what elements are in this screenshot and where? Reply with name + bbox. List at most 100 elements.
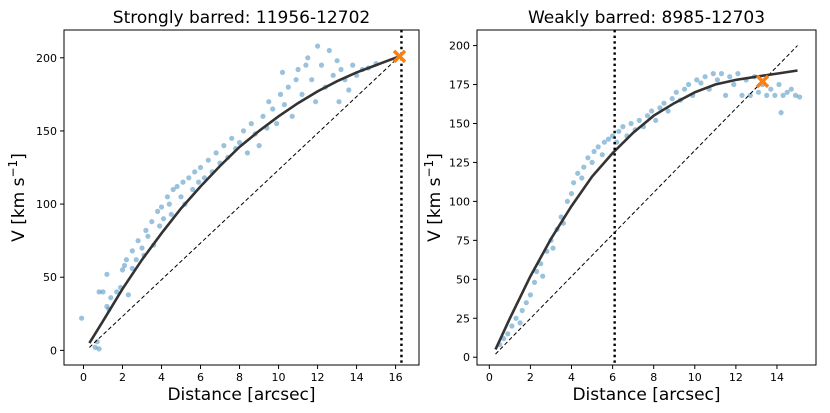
x-tick-label: 12 — [311, 371, 325, 384]
data-point — [694, 77, 700, 83]
data-point — [568, 191, 575, 197]
x-tick-label: 14 — [350, 371, 364, 384]
y-axis-label-main: V [km s — [425, 177, 445, 241]
data-point — [96, 346, 102, 352]
data-point — [768, 86, 774, 92]
reference-line — [89, 55, 400, 348]
data-point — [350, 62, 356, 68]
data-point — [636, 117, 642, 123]
data-point — [644, 113, 651, 119]
data-point — [149, 219, 155, 225]
data-point — [133, 257, 139, 263]
data-point — [293, 77, 299, 83]
marker-stroke — [392, 49, 407, 64]
y-tick-label: 75 — [456, 234, 470, 247]
data-point — [139, 245, 145, 251]
data-point — [180, 179, 186, 185]
x-tick-label: 10 — [272, 371, 286, 384]
data-point — [581, 164, 587, 170]
data-point — [519, 307, 525, 314]
x-tick-label: 8 — [236, 371, 243, 384]
x-axis-label: Distance [arcsec] — [572, 385, 720, 405]
y-tick-label: 0 — [50, 344, 57, 357]
data-point — [534, 268, 540, 275]
data-point — [792, 92, 799, 98]
chart-title: Weakly barred: 8985-12703 — [528, 8, 765, 28]
x-tick-label: 14 — [770, 371, 784, 384]
fit-curve — [494, 69, 798, 350]
data-point — [104, 303, 110, 310]
data-point — [523, 300, 529, 306]
data-point — [160, 216, 167, 222]
data-point — [605, 136, 612, 142]
data-point — [170, 186, 176, 193]
y-tick-label: 100 — [36, 198, 57, 211]
data-point — [309, 77, 315, 83]
data-point — [788, 86, 794, 92]
data-point — [190, 186, 196, 193]
data-point — [145, 233, 151, 239]
x-tick-label: 6 — [609, 371, 616, 384]
data-point — [121, 262, 128, 269]
data-point — [164, 194, 170, 200]
data-point — [718, 71, 725, 77]
data-point — [509, 323, 515, 329]
data-point — [517, 320, 523, 326]
data-point — [681, 86, 688, 92]
data-point — [313, 99, 319, 105]
x-tick-label: 2 — [527, 371, 534, 384]
data-point — [248, 121, 254, 127]
data-point — [303, 62, 309, 68]
data-point — [784, 89, 790, 95]
data-point — [92, 344, 98, 350]
data-point — [260, 113, 266, 119]
data-point — [285, 84, 291, 90]
data-point — [591, 148, 597, 155]
data-point — [661, 100, 667, 106]
data-point — [723, 92, 729, 98]
data-point — [595, 144, 601, 150]
y-axis-label-close: ] — [425, 153, 445, 160]
data-point — [657, 105, 663, 111]
data-point — [330, 72, 336, 78]
data-point — [256, 143, 262, 149]
data-point — [108, 295, 114, 301]
x-tick-label: 2 — [119, 371, 126, 384]
y-tick-label: 50 — [43, 271, 57, 284]
data-point — [727, 74, 733, 80]
data-point — [599, 152, 605, 158]
panel-strongly-barred: Strongly barred: 11956-12702 0 2 4 6 8 10 12 14 1… — [6, 8, 420, 405]
data-point — [772, 92, 778, 98]
data-point — [125, 292, 131, 298]
data-point — [229, 135, 235, 141]
y-tick-label: 150 — [449, 117, 470, 130]
data-point — [236, 140, 243, 146]
data-point — [620, 124, 626, 130]
data-point — [346, 87, 352, 93]
data-point — [540, 273, 546, 279]
data-point — [129, 248, 135, 254]
x-tick-label: 12 — [729, 371, 743, 384]
y-tick-label: 100 — [449, 195, 470, 208]
x-axis-label: Distance [arcsec] — [167, 385, 315, 405]
data-point — [747, 92, 753, 98]
x-tick-label: 4 — [158, 371, 165, 384]
fit-curve — [88, 55, 400, 344]
data-point — [299, 91, 305, 97]
x-tick-label: 4 — [568, 371, 575, 384]
data-point — [174, 183, 180, 190]
data-point — [585, 155, 591, 161]
data-point — [186, 175, 192, 181]
data-point — [731, 81, 737, 88]
y-tick-label: 150 — [36, 125, 57, 138]
x-tick-label: 10 — [688, 371, 702, 384]
y-axis-label-main: V [km s — [9, 177, 29, 241]
y-axis-label-close: ] — [9, 153, 29, 160]
data-point — [527, 292, 534, 298]
data-point — [244, 150, 250, 156]
data-point — [158, 204, 165, 210]
data-point — [266, 99, 272, 105]
data-point — [129, 265, 135, 271]
data-point — [653, 117, 659, 123]
